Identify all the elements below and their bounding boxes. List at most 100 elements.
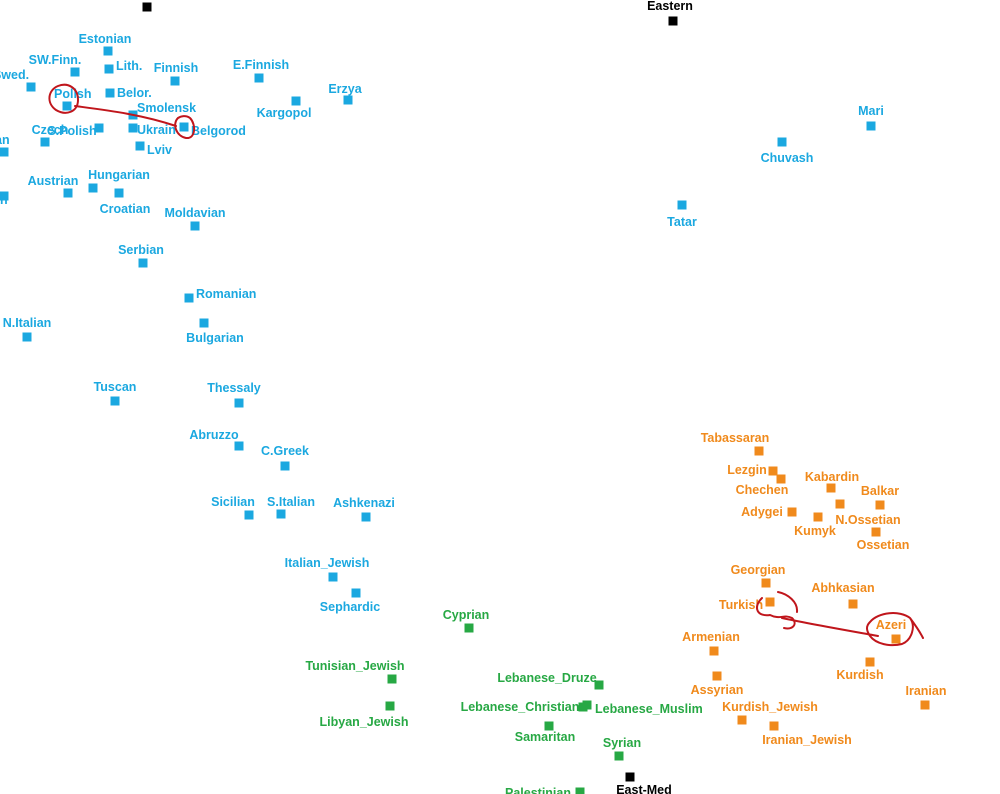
point-marker-adygei: [787, 507, 797, 517]
point-label-smolensk: Smolensk: [137, 101, 196, 115]
point-label-sw-finn: SW.Finn.: [29, 53, 82, 67]
point-marker-swed: [26, 82, 36, 92]
point-label-tabassaran: Tabassaran: [701, 431, 770, 445]
point-marker-iranian: [920, 700, 930, 710]
point-marker-czech: [40, 137, 50, 147]
point-label-kurdish: Kurdish: [836, 668, 883, 682]
point-label-mari: Mari: [858, 104, 884, 118]
point-label-ashkenazi: Ashkenazi: [333, 496, 395, 510]
point-marker-azeri: [891, 634, 901, 644]
point-marker-austrian: [63, 188, 73, 198]
point-label-ossetian: Ossetian: [857, 538, 910, 552]
point-label-n-italian: N.Italian: [3, 316, 52, 330]
point-marker-belor: [105, 88, 115, 98]
point-label-tatar: Tatar: [667, 215, 697, 229]
point-marker-samaritan: [544, 721, 554, 731]
point-label-lebanese-muslim: Lebanese_Muslim: [595, 702, 703, 716]
point-marker-lviv: [135, 141, 145, 151]
point-marker-romanian: [184, 293, 194, 303]
point-marker-libyan-jewish: [385, 701, 395, 711]
point-label-lezgin: Lezgin: [727, 463, 767, 477]
point-label-s-italian: S.Italian: [267, 495, 315, 509]
point-marker-lebanese-muslim: [582, 700, 592, 710]
point-marker-moldavian: [190, 221, 200, 231]
point-label-ukrain: Ukrain: [137, 123, 176, 137]
point-label-libyan-jewish: Libyan_Jewish: [320, 715, 409, 729]
point-label-finnish: Finnish: [154, 61, 198, 75]
point-marker-palestinian: [575, 787, 585, 794]
labels-layer: Estonian SW.Finn. Lith. Swed. Finnish E.Finni…: [0, 0, 947, 794]
point-marker-chechen: [776, 474, 786, 484]
point-label-lith: Lith.: [116, 59, 142, 73]
points-layer: [0, 2, 930, 794]
point-marker-balkar: [875, 500, 885, 510]
point-label-lebanese-druze: Lebanese_Druze: [497, 671, 596, 685]
point-marker-armenian: [709, 646, 719, 656]
belgorod-circle-annotation: [174, 115, 196, 139]
point-marker-kabardin: [826, 483, 836, 493]
point-label-chechen: Chechen: [736, 483, 789, 497]
point-marker-erzya: [343, 95, 353, 105]
point-label-tuscan: Tuscan: [94, 380, 137, 394]
point-label-n-ossetian: N.Ossetian: [835, 513, 900, 527]
point-label-s-polish: S.Polish: [47, 124, 96, 138]
point-label-kurdish-jewish: Kurdish_Jewish: [722, 700, 818, 714]
point-label-kargopol: Kargopol: [257, 106, 312, 120]
point-marker-german: [0, 191, 9, 201]
point-label-austrian: Austrian: [28, 174, 79, 188]
point-label-adygei: Adygei: [741, 505, 783, 519]
point-label-iranian: Iranian: [906, 684, 947, 698]
point-marker-belgorod: [179, 122, 189, 132]
point-label-belor: Belor.: [117, 86, 152, 100]
point-label-tunisian-jewish: Tunisian_Jewish: [305, 659, 404, 673]
point-marker-estonian: [103, 46, 113, 56]
point-label-balkar: Balkar: [861, 484, 899, 498]
annotation-layer: [48, 83, 924, 647]
point-marker-cyprian: [464, 623, 474, 633]
point-label-azeri: Azeri: [876, 618, 907, 632]
point-marker-georgian: [761, 578, 771, 588]
point-marker-tuscan: [110, 396, 120, 406]
point-label-thessaly: Thessaly: [207, 381, 261, 395]
point-marker-east-med: [625, 772, 635, 782]
point-marker-german: [0, 147, 9, 157]
point-label-e-finnish: E.Finnish: [233, 58, 289, 72]
point-marker-thessaly: [234, 398, 244, 408]
point-marker-abhkasian: [848, 599, 858, 609]
point-marker-bulgarian: [199, 318, 209, 328]
polish-circle-annotation: [48, 83, 79, 114]
point-label-sephardic: Sephardic: [320, 600, 380, 614]
point-marker-kurdish-jewish: [737, 715, 747, 725]
point-label-kumyk: Kumyk: [794, 524, 836, 538]
point-label-polish: Polish: [54, 87, 92, 101]
point-marker-s-polish: [94, 123, 104, 133]
point-label-chuvash: Chuvash: [761, 151, 814, 165]
point-marker-mari: [866, 121, 876, 131]
point-label-swed: Swed.: [0, 68, 29, 82]
point-marker-finnish: [170, 76, 180, 86]
point-marker-ukrain: [128, 123, 138, 133]
point-marker-kurdish: [865, 657, 875, 667]
point-label-assyrian: Assyrian: [691, 683, 744, 697]
point-marker-eastern: [668, 16, 678, 26]
point-marker-lith: [104, 64, 114, 74]
point-label-bulgarian: Bulgarian: [186, 331, 244, 345]
point-label-german: German: [0, 193, 8, 207]
point-marker-croatian: [114, 188, 124, 198]
point-label-italian-jewish: Italian_Jewish: [285, 556, 370, 570]
point-label-belgorod: Belgorod: [191, 124, 246, 138]
point-label-georgian: Georgian: [731, 563, 786, 577]
point-marker-assyrian: [712, 671, 722, 681]
point-marker-sw-finn: [70, 67, 80, 77]
point-marker-tunisian-jewish: [387, 674, 397, 684]
polish-belgorod-link-annotation: [74, 105, 177, 127]
point-marker-lezgin: [768, 466, 778, 476]
point-marker-n-italian: [22, 332, 32, 342]
point-marker-n-ossetian: [835, 499, 845, 509]
point-label-cyprian: Cyprian: [443, 608, 490, 622]
point-label-armenian: Armenian: [682, 630, 740, 644]
point-label-serbian: Serbian: [118, 243, 164, 257]
point-marker-tabassaran: [754, 446, 764, 456]
point-label-erzya: Erzya: [328, 82, 362, 96]
